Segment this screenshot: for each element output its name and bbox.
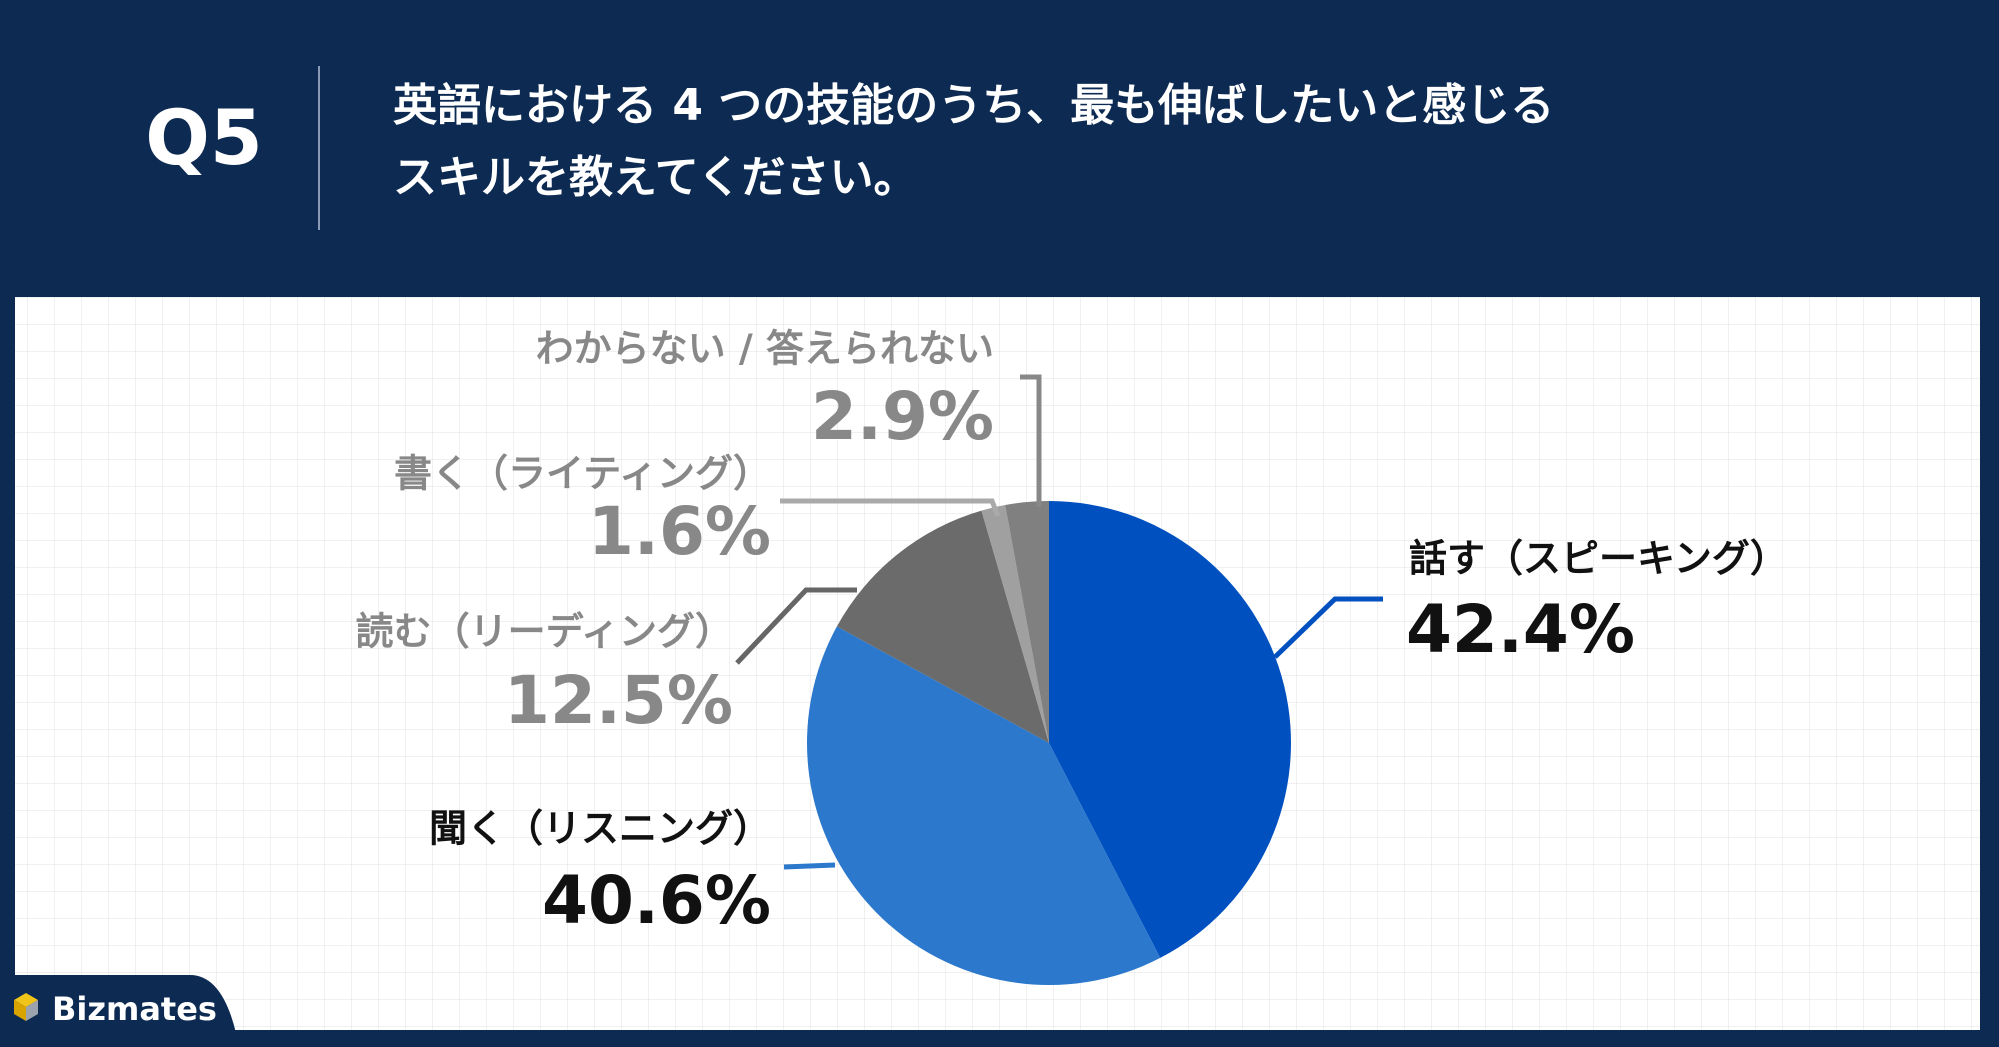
slice-label: 話す（スピーキング） [1409, 537, 1788, 581]
value-label: 12.5% [504, 662, 733, 739]
leader-line [780, 498, 1001, 517]
title-line: スキルを教えてください。 [393, 152, 917, 203]
value-label: 42.4% [1406, 591, 1635, 668]
question-label: Q5 [145, 93, 263, 182]
pie-slice [1005, 501, 1049, 743]
logo-right [26, 1000, 38, 1021]
leader-line [1020, 374, 1042, 507]
pie-slice [836, 510, 1049, 743]
slice-label: わからない / 答えられない [536, 327, 994, 371]
title-line: 英語における 4 つの技能のうち、最も伸ばしたいと感じる [393, 80, 1554, 131]
slice-label: 書く（ライティング） [394, 452, 771, 496]
slice-label: 読む（リーディング） [356, 610, 733, 654]
leader-line [1273, 596, 1383, 659]
value-label: 2.9% [811, 378, 994, 455]
brand: Bizmates [52, 990, 217, 1028]
value-label: 40.6% [542, 862, 771, 939]
pie-chart: 話す（スピーキング） 42.4% 聞く（リスニング） 40.6% 読む（リーディング） 1… [356, 327, 1788, 986]
brand-tab [0, 975, 236, 1033]
value-label: 1.6% [588, 493, 771, 570]
pie-slice [806, 626, 1161, 986]
leader-line [783, 862, 836, 870]
logo-left [14, 1000, 26, 1021]
leader-line [735, 587, 857, 665]
slice-label: 聞く（リスニング） [429, 807, 771, 851]
pie-slice [981, 505, 1049, 743]
pie-slice [1049, 501, 1292, 958]
